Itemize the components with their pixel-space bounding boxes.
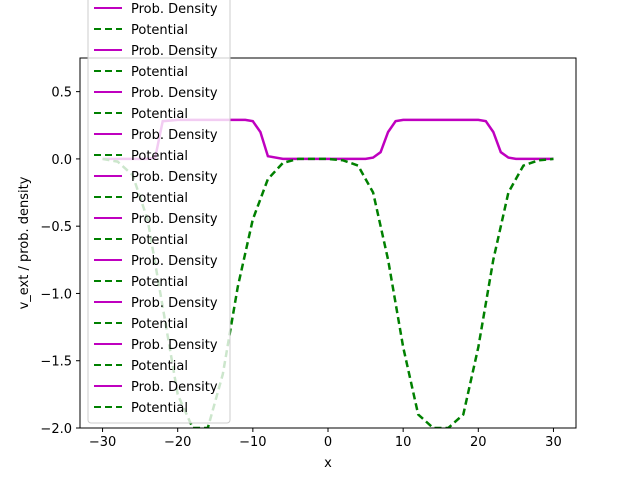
- y-tick-label: −0.5: [40, 220, 72, 235]
- legend-label: Potential: [131, 233, 188, 248]
- legend-label: Prob. Density: [131, 296, 218, 311]
- legend-label: Potential: [131, 359, 188, 374]
- legend-label: Prob. Density: [131, 380, 218, 395]
- legend-label: Prob. Density: [131, 86, 218, 101]
- x-tick-label: −20: [164, 435, 191, 450]
- legend-box: [87, 0, 231, 424]
- legend-label: Potential: [131, 275, 188, 290]
- legend-label: Potential: [131, 65, 188, 80]
- legend-label: Prob. Density: [131, 44, 218, 59]
- legend-label: Potential: [131, 317, 188, 332]
- legend-label: Prob. Density: [131, 338, 218, 353]
- legend-label: Prob. Density: [131, 170, 218, 185]
- x-tick-label: 20: [470, 435, 487, 450]
- y-tick-label: −2.0: [40, 422, 72, 437]
- x-tick-label: −30: [89, 435, 116, 450]
- legend-label: Prob. Density: [131, 2, 218, 17]
- y-tick-label: −1.5: [40, 355, 72, 370]
- x-axis: −30 −20 −10 0 10 20 30: [89, 428, 562, 450]
- x-tick-label: −10: [239, 435, 266, 450]
- legend-label: Prob. Density: [131, 254, 218, 269]
- y-axis: −2.0 −1.5 −1.0 −0.5 0.0 0.5: [40, 86, 80, 437]
- y-tick-label: −1.0: [40, 287, 72, 302]
- legend: Prob. Density Potential Prob. Density Poten…: [87, 0, 231, 424]
- y-tick-label: 0.5: [51, 86, 72, 101]
- legend-label: Potential: [131, 191, 188, 206]
- legend-label: Potential: [131, 149, 188, 164]
- x-axis-label: x: [324, 456, 332, 471]
- x-tick-label: 10: [395, 435, 412, 450]
- legend-label: Prob. Density: [131, 128, 218, 143]
- x-tick-label: 0: [324, 435, 332, 450]
- x-tick-label: 30: [545, 435, 562, 450]
- y-axis-label: v_ext / prob. density: [17, 176, 32, 309]
- legend-label: Potential: [131, 401, 188, 416]
- y-tick-label: 0.0: [51, 153, 72, 168]
- legend-label: Prob. Density: [131, 212, 218, 227]
- legend-label: Potential: [131, 107, 188, 122]
- legend-label: Potential: [131, 23, 188, 38]
